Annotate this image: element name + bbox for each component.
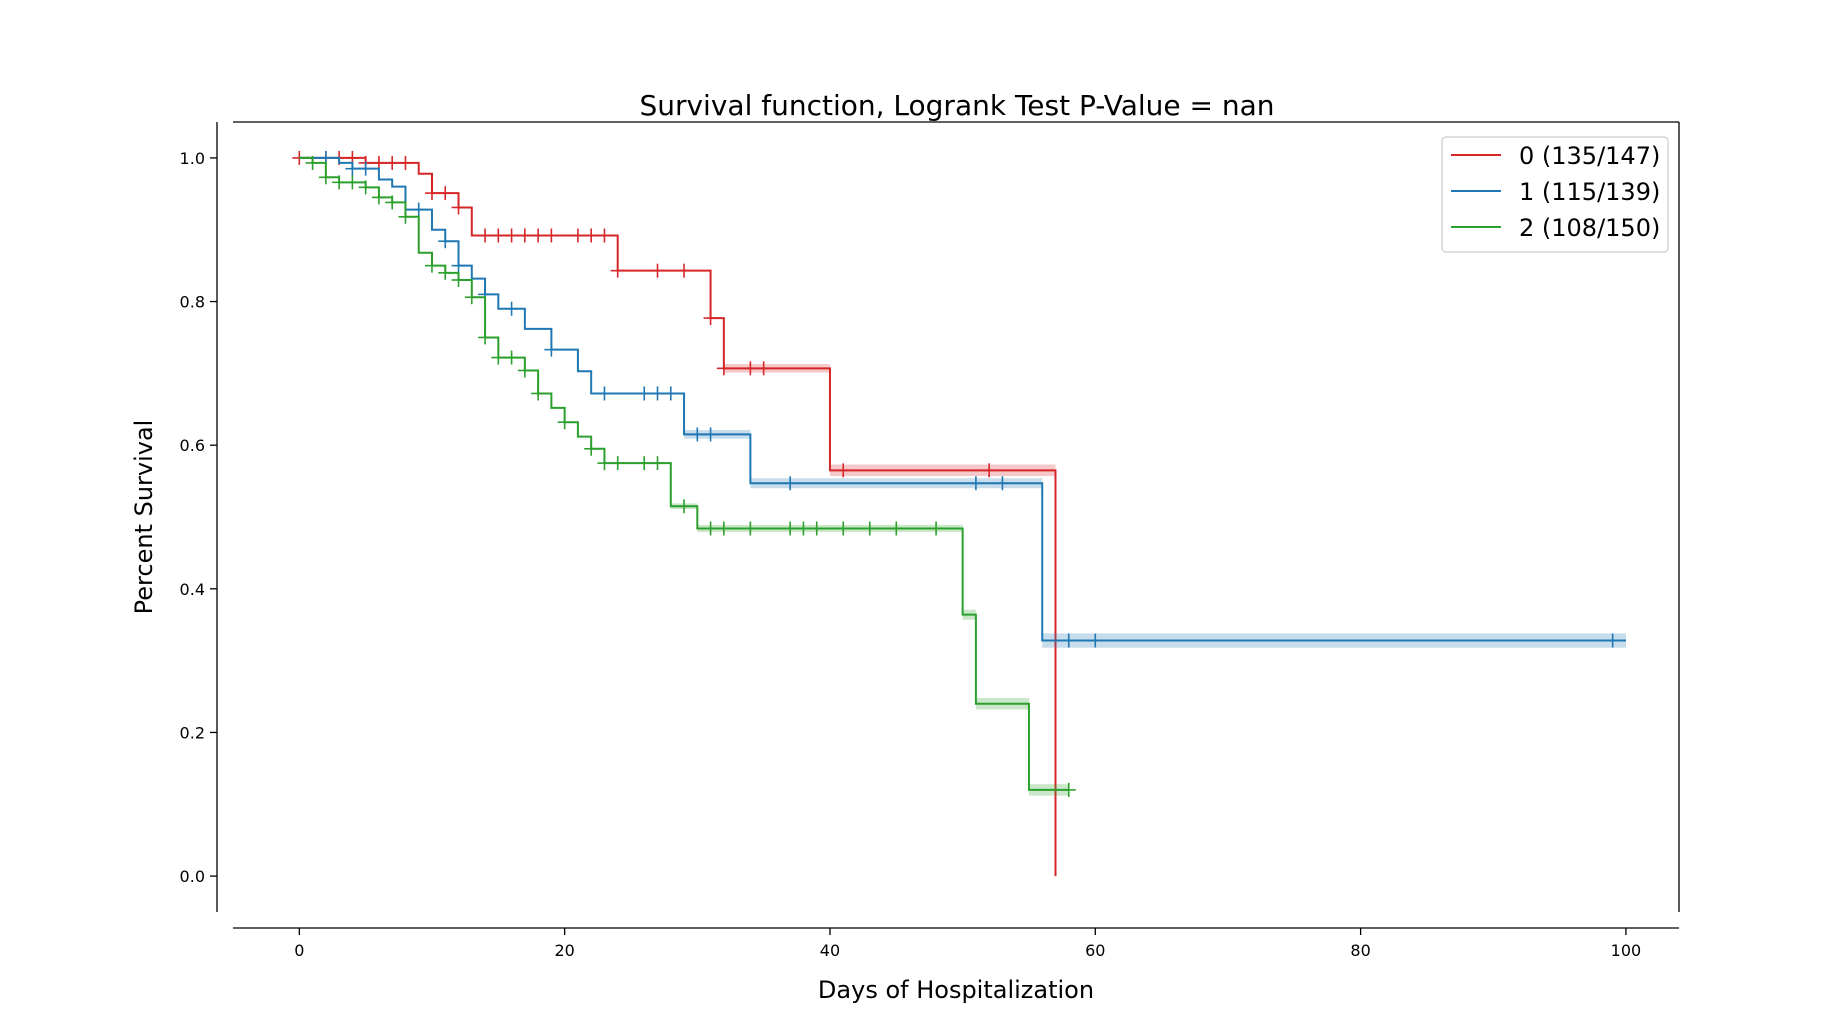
y-tick-label: 1.0 bbox=[180, 149, 205, 168]
chart-title: Survival function, Logrank Test P-Value … bbox=[639, 89, 1274, 122]
y-tick-label: 0.4 bbox=[180, 580, 205, 599]
legend-label: 2 (108/150) bbox=[1519, 214, 1660, 242]
survival-step-line bbox=[299, 156, 1626, 642]
series-layer bbox=[292, 150, 1626, 877]
x-tick-label: 60 bbox=[1085, 941, 1105, 960]
x-axis-ticks: 0 20 40 60 80 100 bbox=[294, 928, 1641, 960]
x-tick-label: 40 bbox=[820, 941, 840, 960]
survival-step-line bbox=[299, 156, 1057, 877]
x-tick-label: 20 bbox=[554, 941, 574, 960]
x-tick-label: 0 bbox=[294, 941, 304, 960]
legend-label: 0 (135/147) bbox=[1519, 142, 1660, 170]
y-tick-label: 0.6 bbox=[180, 436, 205, 455]
legend: 0 (135/147) 1 (115/139) 2 (108/150) bbox=[1441, 136, 1669, 253]
x-tick-label: 80 bbox=[1350, 941, 1370, 960]
y-tick-label: 0.2 bbox=[180, 723, 205, 742]
legend-frame bbox=[1441, 136, 1669, 253]
x-tick-label: 100 bbox=[1611, 941, 1642, 960]
series-1 bbox=[299, 150, 1626, 648]
legend-label: 1 (115/139) bbox=[1519, 178, 1660, 206]
y-axis-ticks: 0.0 0.2 0.4 0.6 0.8 1.0 bbox=[180, 149, 217, 886]
x-axis-label: Days of Hospitalization bbox=[818, 976, 1094, 1004]
series-2 bbox=[299, 155, 1076, 797]
legend-items: 0 (135/147) 1 (115/139) 2 (108/150) bbox=[1451, 142, 1660, 242]
y-tick-label: 0.0 bbox=[180, 867, 205, 886]
y-axis-label: Percent Survival bbox=[130, 420, 158, 615]
series-0 bbox=[292, 150, 1057, 877]
y-tick-label: 0.8 bbox=[180, 293, 205, 312]
